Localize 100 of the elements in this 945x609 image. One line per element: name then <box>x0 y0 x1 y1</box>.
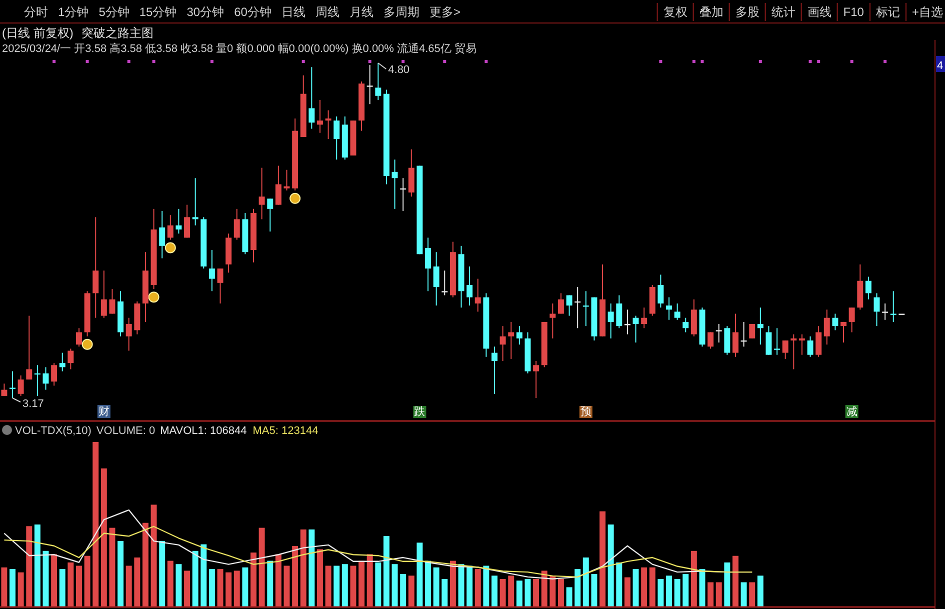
bar <box>176 564 182 607</box>
bar <box>408 576 414 607</box>
bar <box>649 567 656 607</box>
bar <box>226 572 232 607</box>
text: 30分钟 <box>186 5 224 19</box>
bar <box>100 468 107 607</box>
bar <box>350 566 356 607</box>
bar <box>258 528 265 607</box>
bar <box>690 550 697 607</box>
bar <box>275 554 282 607</box>
bar <box>442 578 448 607</box>
bar <box>150 504 157 607</box>
text: MAVOL1: 106844 <box>160 425 247 437</box>
text: 更多> <box>429 5 460 19</box>
bar <box>200 544 207 607</box>
bar <box>167 560 174 607</box>
bar <box>192 550 198 607</box>
bar <box>450 560 456 607</box>
text: 1分钟 <box>58 5 89 19</box>
bar <box>316 549 323 607</box>
bar <box>142 522 148 607</box>
text: 画线 <box>807 5 832 19</box>
text: 标记 <box>874 5 900 19</box>
bar <box>325 566 332 607</box>
bar <box>425 560 431 607</box>
bar <box>524 578 531 607</box>
bar <box>574 569 581 607</box>
bar <box>383 536 390 607</box>
bar <box>749 582 756 607</box>
bar <box>392 564 398 607</box>
bar <box>400 574 406 607</box>
bar <box>1 567 8 607</box>
text: 减 <box>846 405 858 418</box>
bar <box>234 570 240 607</box>
bar <box>757 576 764 607</box>
bar <box>76 566 82 607</box>
text: F10 <box>843 5 864 19</box>
bar <box>674 578 680 607</box>
bar <box>566 587 572 607</box>
bar <box>724 562 730 607</box>
chart-title: (日线 前复权) <box>2 26 74 40</box>
bar <box>242 567 248 607</box>
bar <box>84 556 90 607</box>
bar <box>608 524 614 607</box>
text: 统计 <box>771 5 796 19</box>
text: 复权 <box>663 5 688 19</box>
bar <box>366 554 373 607</box>
text: 4 <box>937 60 944 72</box>
bar <box>334 566 340 607</box>
text: +自选 <box>912 5 943 19</box>
bar <box>284 566 290 607</box>
text: MA5: 123144 <box>252 425 318 437</box>
bar <box>292 546 298 607</box>
bar <box>474 569 481 607</box>
bar <box>632 569 639 607</box>
bar <box>109 528 116 607</box>
text: 多周期 <box>383 5 420 19</box>
chart-title: VOL-TDX(5,10) <box>15 425 92 437</box>
text: 2025/03/24/一 开3.58 高3.58 低3.58 收3.58 量0 额0.000 幅0.00(0.00%) 换0.00% 流通4.65亿 贸易 <box>2 42 476 55</box>
bar <box>492 576 498 607</box>
bar <box>508 576 514 607</box>
bar <box>483 566 490 607</box>
bar <box>26 526 32 607</box>
text: 日线 <box>281 5 306 19</box>
bar <box>92 442 99 607</box>
bar <box>666 576 672 607</box>
text: 60分钟 <box>234 5 272 19</box>
bar <box>134 558 140 607</box>
bar <box>433 567 440 607</box>
bar <box>34 524 40 607</box>
bar <box>300 529 306 607</box>
annotation: 4.80 <box>388 64 410 76</box>
bar <box>18 572 24 607</box>
bar <box>208 569 215 607</box>
bar <box>118 541 124 607</box>
text: 分时 <box>24 5 48 19</box>
bar <box>308 529 315 607</box>
bar <box>699 569 706 607</box>
chart-subtitle: 突破之路主图 <box>81 26 154 40</box>
bar <box>616 562 622 607</box>
text: 多股 <box>735 5 760 19</box>
bar <box>217 569 224 607</box>
text: 15分钟 <box>139 5 177 19</box>
bar <box>591 574 598 607</box>
bar <box>740 582 747 607</box>
bar <box>250 552 256 607</box>
bar <box>541 570 548 607</box>
text: 3.17 <box>22 398 44 410</box>
bar <box>184 570 190 607</box>
text: 月线 <box>349 5 374 19</box>
bar <box>358 560 365 607</box>
bar <box>51 554 58 607</box>
bar <box>682 574 689 607</box>
bar <box>68 562 74 607</box>
bar <box>342 564 348 607</box>
bar <box>641 567 648 607</box>
bar <box>533 578 540 607</box>
bar <box>267 560 274 607</box>
bar <box>159 541 166 607</box>
bar <box>550 576 556 607</box>
